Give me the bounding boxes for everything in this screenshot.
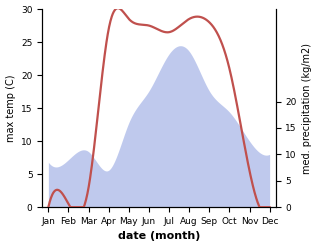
Y-axis label: max temp (C): max temp (C) (5, 74, 16, 142)
X-axis label: date (month): date (month) (118, 231, 200, 242)
Y-axis label: med. precipitation (kg/m2): med. precipitation (kg/m2) (302, 43, 313, 174)
